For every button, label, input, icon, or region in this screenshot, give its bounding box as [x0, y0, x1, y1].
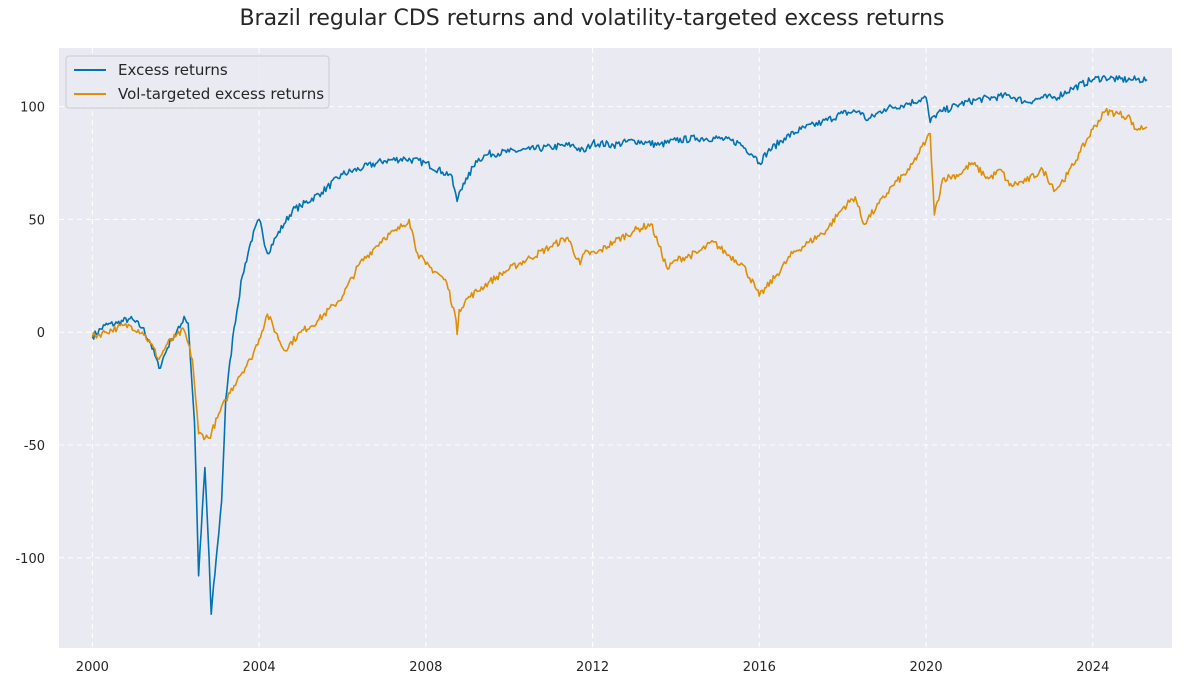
- legend-box: [65, 55, 330, 109]
- y-tick-label: 50: [28, 213, 45, 228]
- x-tick-label: 2004: [243, 660, 276, 675]
- y-tick-label: 100: [20, 101, 45, 116]
- x-tick-label: 2008: [409, 660, 442, 675]
- series-line-excess-returns: [91, 75, 1148, 615]
- y-axis: 100 50 0 -50 -100: [15, 101, 45, 567]
- x-tick-label: 2020: [910, 660, 943, 675]
- series-layer: [91, 75, 1148, 615]
- x-tick-label: 2012: [576, 660, 609, 675]
- x-tick-label: 2016: [743, 660, 776, 675]
- x-tick-label: 2024: [1076, 660, 1109, 675]
- chart-title: Brazil regular CDS returns and volatilit…: [239, 6, 945, 31]
- grid-lines: [59, 48, 1172, 648]
- y-tick-label: -50: [24, 439, 45, 454]
- x-axis: 2000 2004 2008 2012 2016 2020 2024: [76, 660, 1110, 675]
- legend: Excess returns Vol-targeted excess retur…: [65, 55, 330, 109]
- legend-label-vol-targeted-excess-returns: Vol-targeted excess returns: [118, 85, 324, 103]
- x-tick-label: 2000: [76, 660, 109, 675]
- y-tick-label: -100: [15, 552, 45, 567]
- series-line-vol-targeted-excess-returns: [91, 107, 1148, 441]
- y-tick-label: 0: [37, 326, 45, 341]
- legend-label-excess-returns: Excess returns: [118, 61, 228, 79]
